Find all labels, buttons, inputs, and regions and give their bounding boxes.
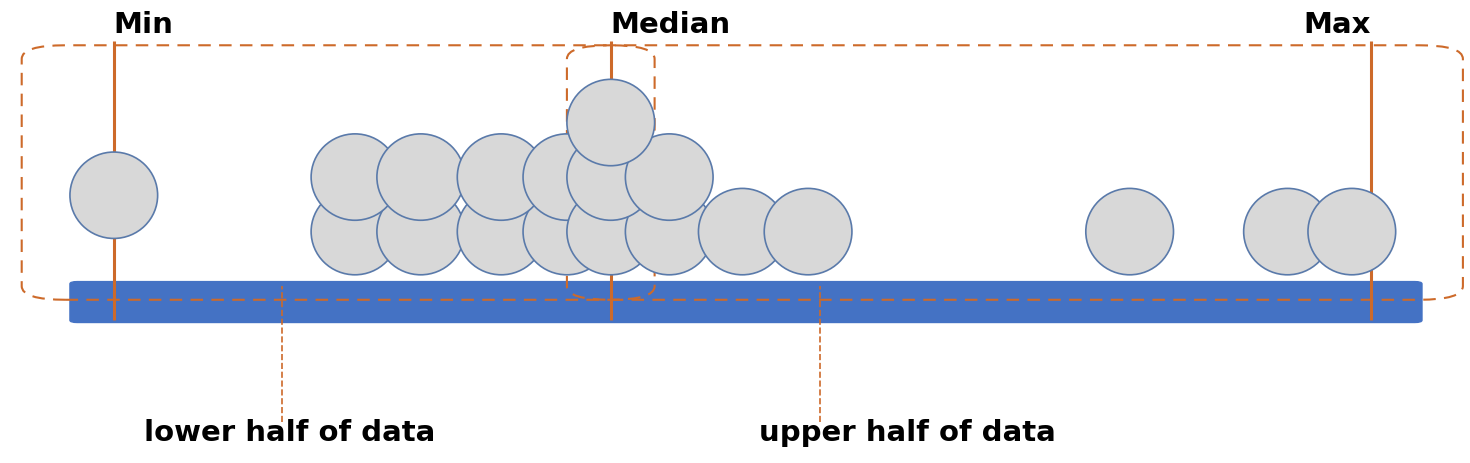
Ellipse shape: [1086, 189, 1173, 275]
Ellipse shape: [457, 135, 545, 221]
Text: Max: Max: [1304, 12, 1372, 39]
Ellipse shape: [457, 189, 545, 275]
Ellipse shape: [312, 135, 398, 221]
Ellipse shape: [1308, 189, 1395, 275]
FancyBboxPatch shape: [71, 282, 1421, 323]
Text: upper half of data: upper half of data: [759, 418, 1055, 445]
Ellipse shape: [312, 189, 398, 275]
Text: Median: Median: [610, 12, 731, 39]
Ellipse shape: [567, 135, 654, 221]
Ellipse shape: [71, 153, 157, 239]
Ellipse shape: [567, 189, 654, 275]
Ellipse shape: [1244, 189, 1332, 275]
Text: Min: Min: [113, 12, 173, 39]
Ellipse shape: [523, 189, 610, 275]
Ellipse shape: [376, 135, 465, 221]
Text: lower half of data: lower half of data: [144, 418, 435, 445]
Ellipse shape: [567, 80, 654, 166]
Ellipse shape: [698, 189, 786, 275]
Ellipse shape: [376, 189, 465, 275]
Ellipse shape: [764, 189, 853, 275]
Ellipse shape: [625, 189, 713, 275]
Ellipse shape: [625, 135, 713, 221]
Ellipse shape: [523, 135, 610, 221]
